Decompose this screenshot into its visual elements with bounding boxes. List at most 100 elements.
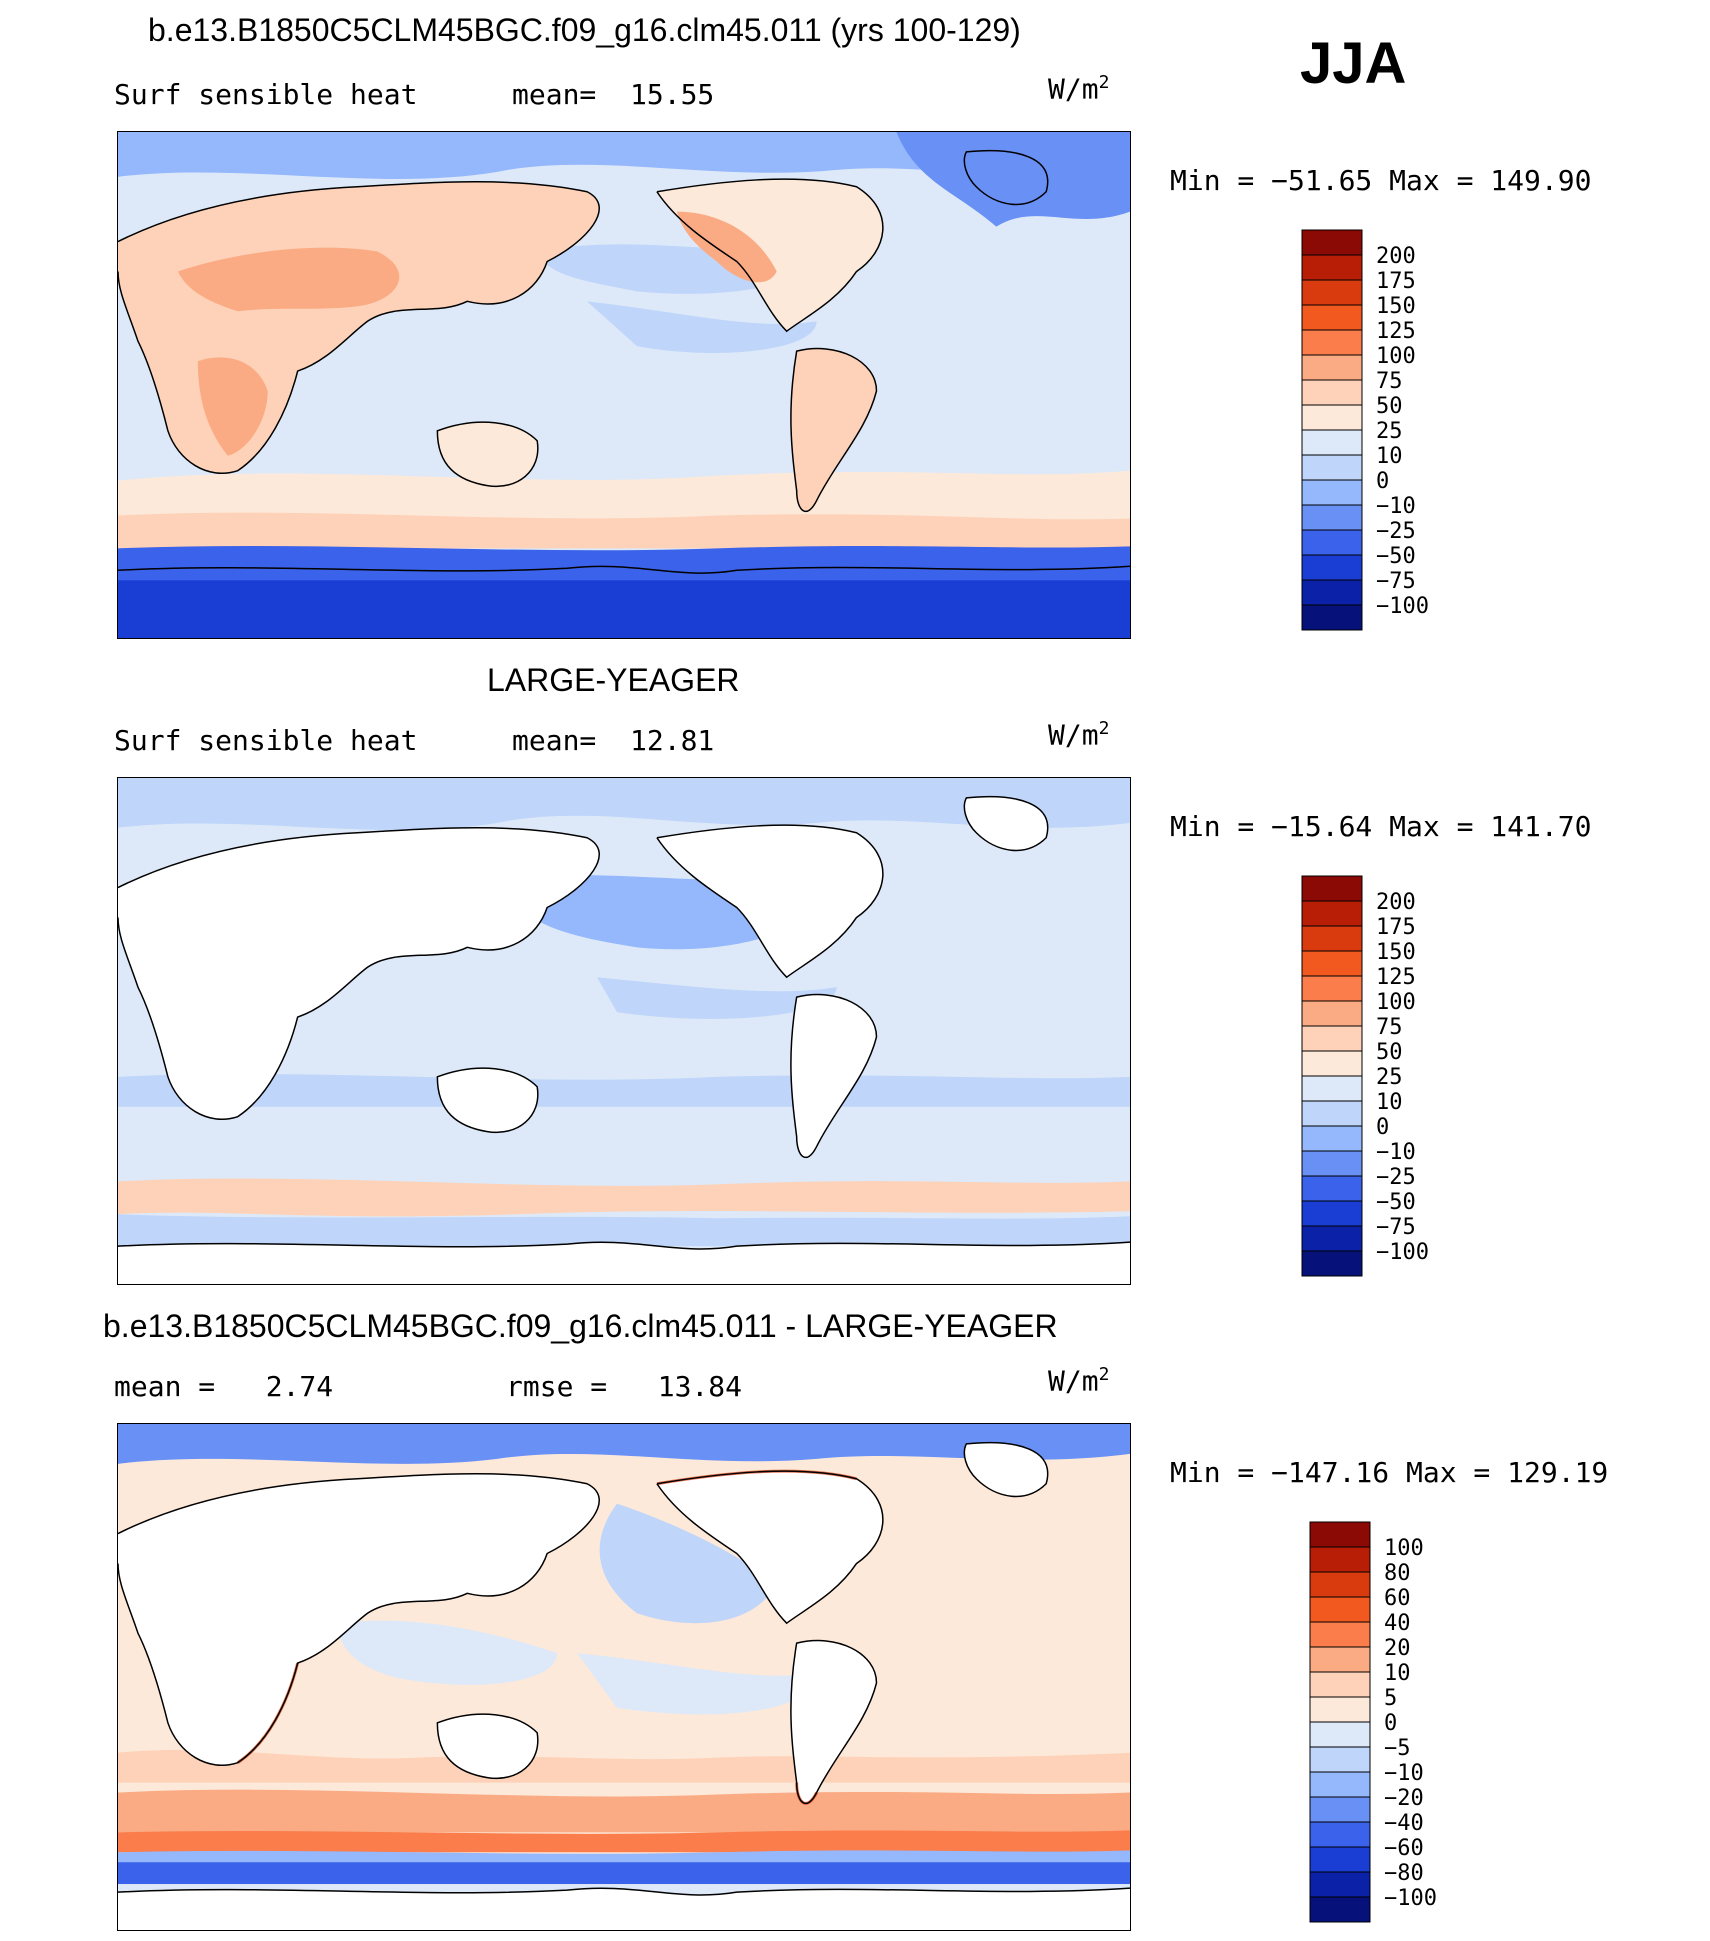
colorbar-box [1301, 1075, 1363, 1102]
panel-3-units-exponent: 2 [1098, 1364, 1110, 1385]
colorbar-box [1309, 1546, 1371, 1573]
colorbar-box [1301, 1100, 1363, 1127]
colorbar-label: 25 [1376, 419, 1403, 444]
colorbar-label: 200 [1376, 244, 1416, 269]
colorbar-box [1301, 329, 1363, 356]
colorbar-label: −80 [1384, 1861, 1424, 1886]
colorbar-box [1301, 1175, 1363, 1202]
panel-2-variable-label: Surf sensible heat [114, 724, 418, 757]
colorbar-label: −10 [1376, 1140, 1416, 1165]
colorbar-box [1301, 229, 1363, 256]
colorbar-label: 75 [1376, 369, 1403, 394]
colorbar-box [1301, 354, 1363, 381]
colorbar-label: 125 [1376, 319, 1416, 344]
panel-1-map [117, 131, 1131, 639]
panel-2-units-exponent: 2 [1098, 718, 1110, 739]
colorbar-label: −100 [1376, 1240, 1429, 1265]
colorbar-label: −50 [1376, 1190, 1416, 1215]
colorbar-label: 125 [1376, 965, 1416, 990]
colorbar-label: 10 [1384, 1661, 1411, 1686]
panel-2-units: W/m2 [1048, 718, 1109, 751]
colorbar-label: −25 [1376, 519, 1416, 544]
colorbar-label: 0 [1376, 469, 1389, 494]
colorbar-label: −40 [1384, 1811, 1424, 1836]
colorbar-box [1301, 304, 1363, 331]
colorbar-box [1309, 1846, 1371, 1873]
colorbar-box [1301, 1125, 1363, 1152]
panel-1-title: b.e13.B1850C5CLM45BGC.f09_g16.clm45.011 … [148, 12, 1021, 48]
colorbar-label: 150 [1376, 940, 1416, 965]
colorbar-label: 40 [1384, 1611, 1411, 1636]
panel-3-map-canvas [118, 1424, 1130, 1930]
panel-2-title: LARGE-YEAGER [487, 662, 740, 698]
panel-3-units: W/m2 [1048, 1364, 1109, 1397]
panel-3-minmax: Min = −147.16 Max = 129.19 [1170, 1456, 1609, 1489]
colorbar-box [1301, 1200, 1363, 1227]
panel-3-mean-label: mean = 2.74 [114, 1370, 334, 1403]
colorbar-box [1301, 529, 1363, 556]
colorbar-label: 50 [1376, 1040, 1403, 1065]
colorbar-label: 100 [1376, 990, 1416, 1015]
panel-3-rmse-label: rmse = 13.84 [506, 1370, 743, 1403]
colorbar-box [1301, 1250, 1363, 1277]
colorbar-label: 20 [1384, 1636, 1411, 1661]
colorbar-box [1301, 279, 1363, 306]
colorbar-box [1301, 404, 1363, 431]
colorbar-box [1309, 1596, 1371, 1623]
colorbar-label: 0 [1376, 1115, 1389, 1140]
colorbar-box [1309, 1871, 1371, 1898]
colorbar-box [1309, 1521, 1371, 1548]
colorbar-box [1301, 254, 1363, 281]
colorbar-label: −20 [1384, 1786, 1424, 1811]
colorbar-box [1301, 950, 1363, 977]
colorbar-box [1301, 1000, 1363, 1027]
colorbar-label: −50 [1376, 544, 1416, 569]
colorbar-box [1301, 925, 1363, 952]
colorbar-box [1309, 1771, 1371, 1798]
colorbar-box [1301, 554, 1363, 581]
colorbar-label: 50 [1376, 394, 1403, 419]
colorbar-box [1301, 579, 1363, 606]
colorbar-label: 25 [1376, 1065, 1403, 1090]
colorbar-label: 175 [1376, 269, 1416, 294]
panel-1-map-canvas [118, 132, 1130, 638]
colorbar-label: −5 [1384, 1736, 1411, 1761]
colorbar-box [1301, 875, 1363, 902]
panel-1-units: W/m2 [1048, 72, 1109, 105]
colorbar-label: 75 [1376, 1015, 1403, 1040]
colorbar-label: 100 [1376, 344, 1416, 369]
panel-1-units-base: W/m [1048, 72, 1099, 106]
panel-2-mean-label: mean= 12.81 [512, 724, 715, 757]
panel-2-minmax: Min = −15.64 Max = 141.70 [1170, 810, 1592, 843]
panel-3-units-base: W/m [1048, 1364, 1099, 1398]
colorbar-label: 5 [1384, 1686, 1397, 1711]
colorbar-box [1301, 1025, 1363, 1052]
panel-1-units-exponent: 2 [1098, 72, 1110, 93]
colorbar-box [1301, 454, 1363, 481]
panel-1-variable-label: Surf sensible heat [114, 78, 418, 111]
colorbar-label: 150 [1376, 294, 1416, 319]
colorbar-label: 80 [1384, 1561, 1411, 1586]
colorbar-box [1301, 504, 1363, 531]
colorbar-box [1301, 479, 1363, 506]
colorbar-label: 10 [1376, 1090, 1403, 1115]
colorbar-box [1301, 1150, 1363, 1177]
colorbar-label: −25 [1376, 1165, 1416, 1190]
colorbar-box [1301, 900, 1363, 927]
colorbar-box [1309, 1796, 1371, 1823]
colorbar-box [1301, 379, 1363, 406]
colorbar-box [1309, 1721, 1371, 1748]
colorbar-label: −100 [1376, 594, 1429, 619]
colorbar-box [1309, 1571, 1371, 1598]
colorbar-box [1309, 1696, 1371, 1723]
colorbar-label: 0 [1384, 1711, 1397, 1736]
colorbar-box [1309, 1621, 1371, 1648]
colorbar-label: −60 [1384, 1836, 1424, 1861]
colorbar-box [1309, 1746, 1371, 1773]
panel-3-title: b.e13.B1850C5CLM45BGC.f09_g16.clm45.011 … [103, 1308, 1058, 1344]
colorbar-box [1301, 1225, 1363, 1252]
colorbar-box [1309, 1646, 1371, 1673]
